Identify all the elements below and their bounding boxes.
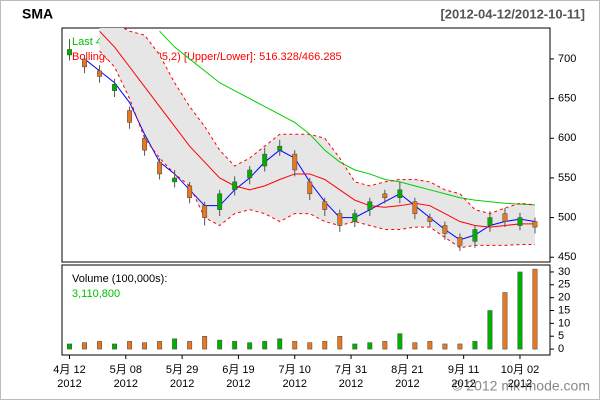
x-tick-label: 10月 02 2012 [501, 364, 540, 390]
x-tick-label: 9月 11 2012 [448, 364, 480, 390]
volume-bar [382, 341, 388, 350]
candle-body [397, 189, 403, 198]
candle-body [412, 201, 418, 214]
volume-bar [337, 335, 343, 350]
volume-bar [472, 341, 478, 350]
plot-content [67, 28, 538, 251]
candle-body [307, 181, 313, 195]
indicator-line [122, 28, 536, 215]
x-tick-label: 7月 10 2012 [279, 364, 311, 390]
y-tick-label: 5 [558, 330, 564, 342]
candle-body [367, 201, 373, 210]
volume-bar [232, 341, 238, 350]
candle-body [457, 237, 463, 246]
watermark: © 2012 mk-mode.com [452, 378, 590, 394]
candle-body [487, 217, 493, 226]
y-tick-label: 25 [558, 279, 570, 291]
volume-bar [82, 342, 87, 350]
volume-bar [457, 343, 463, 350]
candle-body [352, 213, 358, 222]
candle-body [187, 185, 193, 198]
volume-bar [67, 343, 72, 350]
volume-bar [97, 341, 102, 350]
volume-bar [217, 339, 223, 350]
volume-bar [247, 342, 253, 350]
candle-body [67, 49, 72, 56]
volume-bar [352, 343, 358, 350]
y-tick-label: 0 [558, 343, 564, 355]
candle-body [142, 138, 148, 151]
candle-body [427, 217, 433, 222]
y-tick-label: 10 [558, 317, 570, 329]
x-tick-label: 4月 12 2012 [53, 364, 85, 390]
candle-body [322, 201, 328, 210]
volume-bar [262, 341, 268, 350]
volume-bar [442, 343, 448, 350]
date-range: [2012-04-12/2012-10-11] [440, 6, 585, 21]
volume-bar [292, 341, 298, 350]
volume-bar [157, 341, 163, 350]
y-tick-label: 700 [558, 53, 576, 65]
indicator-line [159, 30, 536, 206]
candle-body [337, 213, 343, 226]
candle-body [502, 213, 508, 222]
volume-bar [277, 338, 283, 350]
indicator-line [99, 30, 535, 228]
candle-body [277, 145, 283, 151]
y-tick-label: 650 [558, 93, 576, 105]
candle-body [247, 169, 253, 179]
volume-bar [127, 341, 133, 350]
band-fill [99, 28, 535, 248]
candle-body [382, 193, 388, 198]
volume-bar [172, 338, 178, 350]
x-tick-label: 7月 31 2012 [335, 364, 367, 390]
volume-bar [412, 342, 418, 350]
y-tick-label: 500 [558, 211, 576, 223]
candle-body [517, 217, 523, 226]
candle-body [82, 58, 87, 68]
volume-bar [397, 333, 403, 350]
y-tick-label: 600 [558, 132, 576, 144]
candle-body [472, 229, 478, 242]
candle-body [532, 221, 538, 228]
candle-body [292, 153, 298, 171]
candle-body [97, 70, 102, 77]
annotation: Volume (100,000s): [72, 273, 167, 285]
candle-body [157, 161, 163, 175]
x-tick-label: 5月 29 2012 [166, 364, 198, 390]
candle-body [202, 205, 208, 218]
volume-bar [367, 342, 373, 350]
x-tick-label: 8月 21 2012 [391, 364, 423, 390]
volume-bar [517, 271, 523, 350]
volume-bar [202, 335, 208, 350]
y-tick-label: 30 [558, 266, 570, 278]
volume-bar [487, 310, 493, 350]
volume-bar [142, 342, 148, 350]
volume-bar [322, 341, 328, 350]
volume-bar [532, 268, 538, 350]
indicator-line [99, 50, 535, 249]
x-tick-label: 6月 19 2012 [222, 364, 254, 390]
annotation: 3,110,800 [72, 288, 120, 300]
candle-body [112, 84, 118, 91]
y-tick-label: 550 [558, 172, 576, 184]
volume-bar [307, 342, 313, 350]
y-tick-label: 20 [558, 292, 570, 304]
candle-body [127, 110, 133, 123]
candle-body [232, 181, 238, 191]
volume-bar [187, 341, 193, 350]
x-tick-label: 5月 08 2012 [110, 364, 142, 390]
candle-body [442, 225, 448, 234]
candle-body [217, 193, 223, 210]
chart-title: SMA [22, 6, 53, 22]
volume-bar [427, 341, 433, 350]
y-tick-label: 450 [558, 251, 576, 263]
volume-bar [112, 343, 118, 350]
y-tick-label: 15 [558, 304, 570, 316]
candle-body [262, 153, 268, 167]
volume-bar [502, 292, 508, 350]
plot-area [61, 264, 551, 356]
candle-body [172, 177, 178, 183]
